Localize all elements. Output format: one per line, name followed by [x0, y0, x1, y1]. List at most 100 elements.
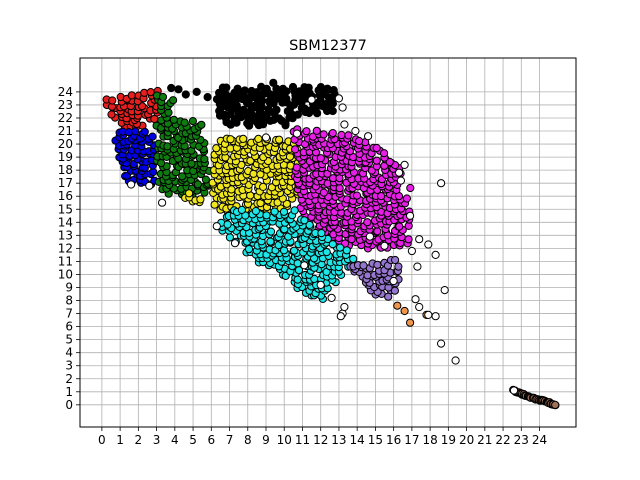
data-point: [275, 135, 284, 144]
data-point: [239, 134, 248, 143]
data-point: [304, 83, 313, 92]
y-tick-label: 10: [58, 267, 73, 281]
data-point: [293, 275, 302, 284]
data-point: [278, 84, 288, 93]
y-tick-label: 17: [58, 176, 73, 190]
data-point: [240, 86, 249, 95]
y-tick-label: 19: [58, 150, 73, 164]
data-point: [196, 195, 205, 204]
data-point: [282, 199, 291, 208]
data-point: [307, 95, 316, 104]
data-point: [244, 245, 254, 254]
x-tick-label: 20: [459, 433, 474, 447]
data-point: [451, 356, 460, 365]
y-tick-label: 9: [65, 280, 73, 294]
x-tick-label: 6: [207, 433, 215, 447]
x-tick-label: 16: [386, 433, 401, 447]
data-point: [275, 114, 284, 123]
y-tick-label: 14: [58, 215, 73, 229]
x-tick-label: 2: [135, 433, 143, 447]
y-tick-label: 0: [65, 398, 73, 412]
data-point: [107, 110, 116, 119]
data-point: [431, 312, 440, 321]
data-point: [174, 85, 183, 94]
data-point: [222, 83, 231, 92]
y-tick-label: 24: [58, 85, 73, 99]
data-point: [373, 260, 382, 269]
data-point: [237, 205, 246, 214]
data-point: [400, 306, 409, 316]
data-point: [359, 261, 368, 270]
data-point: [322, 248, 331, 257]
data-point: [352, 191, 362, 200]
data-point: [192, 87, 201, 97]
data-point: [233, 84, 242, 93]
y-tick-label: 7: [65, 307, 73, 321]
data-point: [407, 246, 416, 256]
data-point: [251, 207, 260, 216]
data-point: [254, 134, 263, 143]
data-point: [363, 271, 372, 280]
data-point: [336, 243, 345, 252]
data-point: [167, 83, 176, 93]
x-tick-label: 18: [422, 433, 437, 447]
data-point: [169, 115, 178, 124]
data-point: [193, 180, 202, 189]
x-tick-label: 14: [350, 433, 365, 447]
data-point: [197, 120, 206, 129]
data-point: [411, 295, 420, 304]
y-tick-label: 15: [58, 202, 73, 216]
data-point: [338, 103, 347, 112]
data-point: [344, 131, 353, 140]
data-point: [373, 227, 382, 236]
y-tick-label: 3: [65, 359, 73, 373]
data-point: [270, 207, 279, 216]
x-tick-label: 21: [477, 433, 492, 447]
data-point: [395, 168, 404, 177]
data-point: [396, 176, 405, 185]
y-tick-label: 18: [58, 163, 73, 177]
data-point: [335, 184, 344, 193]
data-point: [355, 136, 364, 146]
data-point: [239, 105, 248, 115]
data-point: [400, 160, 409, 169]
data-point: [266, 227, 276, 236]
data-point: [246, 156, 255, 165]
data-point: [431, 250, 440, 259]
data-point: [413, 262, 422, 271]
data-point: [262, 211, 271, 220]
data-point: [188, 117, 197, 126]
y-tick-label: 1: [65, 385, 73, 399]
x-tick-label: 17: [404, 433, 419, 447]
x-tick-label: 15: [368, 433, 383, 447]
y-tick-label: 12: [58, 241, 73, 255]
y-tick-label: 16: [58, 189, 73, 203]
data-point: [415, 235, 424, 244]
y-tick-label: 23: [58, 98, 73, 112]
data-point: [316, 154, 325, 163]
data-point: [415, 302, 424, 312]
x-tick-label: 3: [153, 433, 161, 447]
data-point: [250, 101, 259, 111]
data-point: [300, 216, 309, 225]
data-point: [406, 318, 415, 327]
data-point: [279, 207, 289, 216]
data-point: [437, 179, 446, 188]
x-tick-label: 9: [262, 433, 270, 447]
x-tick-label: 11: [295, 433, 310, 447]
data-point: [509, 386, 519, 395]
data-point: [389, 276, 398, 286]
data-point: [440, 286, 449, 295]
x-tick-label: 1: [116, 433, 124, 447]
data-point: [225, 233, 234, 242]
data-point: [262, 84, 271, 94]
x-tick-label: 12: [313, 433, 328, 447]
x-tick-label: 5: [189, 433, 197, 447]
data-point: [290, 206, 299, 215]
data-point: [347, 235, 356, 244]
data-point: [323, 84, 332, 93]
y-tick-label: 13: [58, 228, 73, 242]
data-point: [300, 261, 309, 270]
x-tick-label: 8: [244, 433, 252, 447]
data-point: [324, 93, 333, 102]
